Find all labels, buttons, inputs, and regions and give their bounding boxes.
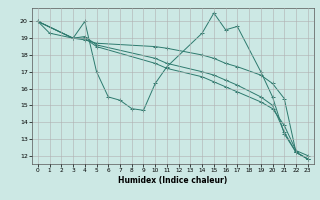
X-axis label: Humidex (Indice chaleur): Humidex (Indice chaleur) xyxy=(118,176,228,185)
